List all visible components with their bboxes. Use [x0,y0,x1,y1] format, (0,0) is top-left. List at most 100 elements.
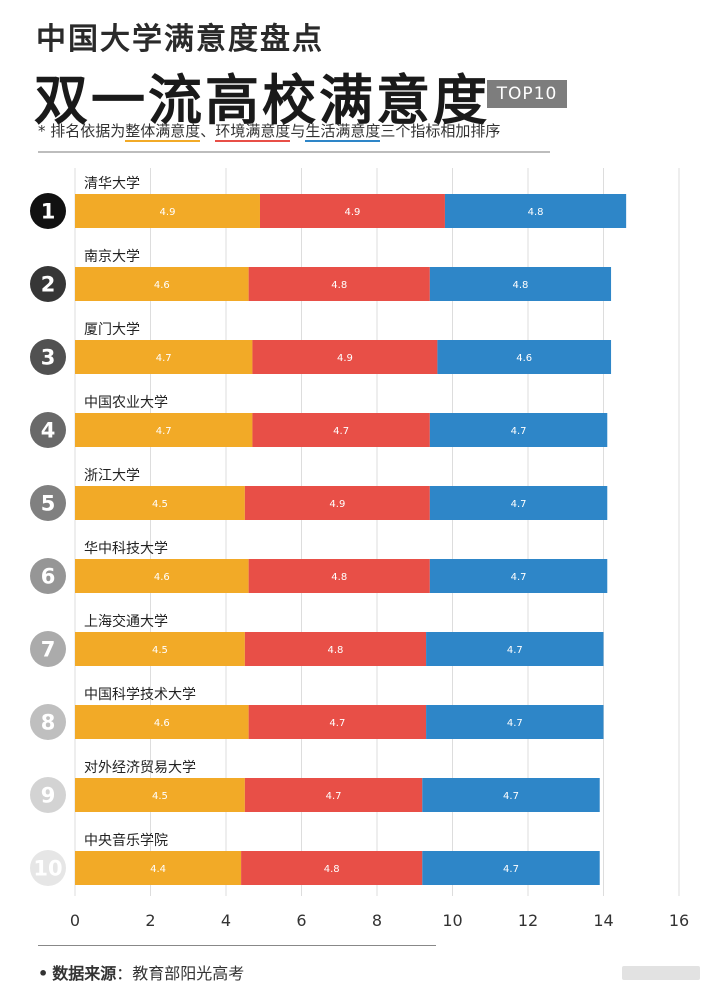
note-sep-2: 与 [290,122,306,140]
header-subtitle: 中国大学满意度盘点 [36,22,324,57]
data-label: 4.7 [503,791,519,802]
bar-segment-life [429,486,608,520]
data-label: 4.8 [512,280,528,291]
bar-segment-environment [244,632,427,666]
note-suffix: 三个指标相加排序 [380,122,501,140]
watermark [622,966,700,980]
data-label: 4.5 [152,499,168,510]
rank-circle [30,485,66,521]
bar-segment-overall [75,486,245,520]
bar-segment-environment [248,705,427,739]
rank-circle [30,339,66,375]
rank-circle [30,850,66,886]
data-label: 4.9 [345,207,361,218]
rank-circle [30,412,66,448]
data-label: 4.6 [154,718,170,729]
bar-segment-life [429,559,608,593]
bar-segment-life [429,267,612,301]
rank-circle [30,704,66,740]
top10-badge: TOP10 [487,80,567,108]
data-label: 4.7 [503,864,519,875]
bar-segment-life [422,851,600,885]
data-label: 4.6 [516,353,532,364]
x-tick-label: 0 [70,911,80,930]
data-source-label: 数据来源 [52,964,117,983]
bar-segment-overall [75,194,260,228]
rank-number: 10 [33,857,62,881]
rank-number: 1 [41,200,56,224]
university-name: 对外经济贸易大学 [84,760,196,776]
university-name: 南京大学 [84,249,140,265]
university-name: 中国科学技术大学 [84,687,196,703]
data-label: 4.7 [333,426,349,437]
bar-segment-overall [75,267,249,301]
rank-circle [30,266,66,302]
bar-segment-life [444,194,627,228]
data-label: 4.8 [331,280,347,291]
x-tick-label: 12 [518,911,538,930]
data-label: 4.5 [152,791,168,802]
data-label: 4.7 [326,791,342,802]
bar-segment-environment [252,340,438,374]
rank-circle [30,193,66,229]
data-label: 4.9 [329,499,345,510]
data-label: 4.6 [154,280,170,291]
bar-segment-overall [75,705,249,739]
bar-segment-overall [75,340,253,374]
x-tick-label: 8 [372,911,382,930]
bar-segment-environment [244,486,430,520]
note-prefix: * 排名依据为 [38,122,126,140]
x-tick-label: 2 [145,911,155,930]
footer-divider [38,945,436,946]
data-label: 4.7 [507,718,523,729]
data-label: 4.7 [511,426,527,437]
bar-segment-environment [248,559,430,593]
note-term-environment: 环境满意度 [215,122,291,142]
ranking-note: * 排名依据为整体满意度、环境满意度与生活满意度三个指标相加排序 [38,120,501,142]
data-label: 4.7 [329,718,345,729]
rank-number: 4 [41,419,56,443]
bar-segment-overall [75,559,249,593]
bar-segment-environment [252,413,430,447]
university-name: 中央音乐学院 [84,832,168,849]
bar-segment-life [437,340,612,374]
rank-number: 2 [41,273,56,297]
data-label: 4.7 [156,353,172,364]
data-label: 4.7 [507,645,523,656]
rank-number: 7 [41,638,56,662]
rank-number: 5 [41,492,56,516]
data-label: 4.8 [528,207,544,218]
note-divider [38,151,550,153]
footer-bullet: • [38,964,49,983]
bar-segment-overall [75,413,253,447]
bar-segment-overall [75,778,245,812]
rank-circle [30,558,66,594]
data-label: 4.9 [160,207,176,218]
rank-circle [30,631,66,667]
university-name: 上海交通大学 [84,613,168,630]
data-label: 4.6 [154,572,170,583]
bar-segment-life [422,778,600,812]
data-source: • 数据来源：教育部阳光高考 [38,960,244,984]
data-source-colon: ： [116,964,133,983]
note-term-overall: 整体满意度 [125,122,201,142]
data-label: 4.7 [511,572,527,583]
rank-number: 8 [41,711,56,735]
bar-segment-overall [75,632,245,666]
stacked-bar-chart: 0 2 4 6 8 10 12 14 16 清华大学 1 4.9 4.9 4.8 南京大学 2 4.6 4.8 4.… [30,168,689,930]
data-label: 4.7 [511,499,527,510]
data-label: 4.5 [152,645,168,656]
note-sep-1: 、 [200,122,216,140]
bar-segment-environment [241,851,423,885]
data-label: 4.4 [150,864,166,875]
bar-segment-overall [75,851,242,885]
note-term-life: 生活满意度 [305,122,381,142]
rank-number: 3 [41,346,56,370]
university-name: 中国农业大学 [84,395,168,411]
data-label: 4.8 [324,864,340,875]
university-name: 厦门大学 [84,322,140,338]
bar-segment-environment [259,194,445,228]
page-title: 双一流高校满意度 [34,68,490,132]
x-tick-label: 10 [442,911,462,930]
bar-segment-environment [244,778,423,812]
